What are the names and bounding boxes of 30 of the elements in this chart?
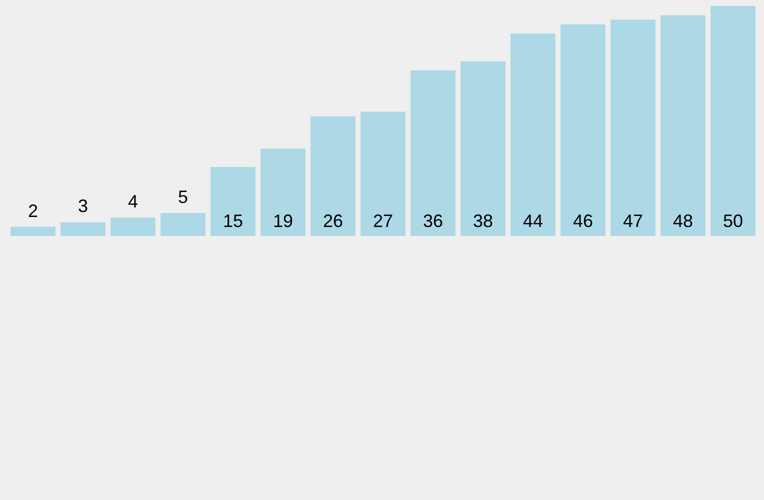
bar xyxy=(460,61,506,236)
bar xyxy=(310,116,356,236)
bar xyxy=(210,167,256,236)
bar xyxy=(60,222,106,236)
data-label: 27 xyxy=(372,210,394,231)
bar xyxy=(660,15,706,236)
data-label: 46 xyxy=(572,210,594,231)
data-label: 3 xyxy=(78,196,88,216)
data-label: 15 xyxy=(222,210,244,231)
bar xyxy=(260,148,306,236)
data-label: 36 xyxy=(422,210,444,231)
data-label: 19 xyxy=(272,210,294,231)
bar xyxy=(110,218,156,236)
bar xyxy=(360,112,406,236)
bar xyxy=(10,226,56,236)
data-label: 4 xyxy=(128,192,138,212)
bar xyxy=(160,213,206,236)
bar xyxy=(710,6,756,236)
bar xyxy=(610,20,656,236)
data-label: 5 xyxy=(178,186,188,207)
data-label: 48 xyxy=(672,210,694,231)
bar xyxy=(410,70,456,236)
data-label: 26 xyxy=(322,210,344,231)
data-label: 47 xyxy=(622,210,644,231)
bar xyxy=(510,34,556,236)
data-label: 2 xyxy=(28,200,38,221)
data-label: 38 xyxy=(472,210,494,231)
data-label: 50 xyxy=(722,210,744,231)
bar xyxy=(560,24,606,236)
data-label: 44 xyxy=(522,210,544,231)
